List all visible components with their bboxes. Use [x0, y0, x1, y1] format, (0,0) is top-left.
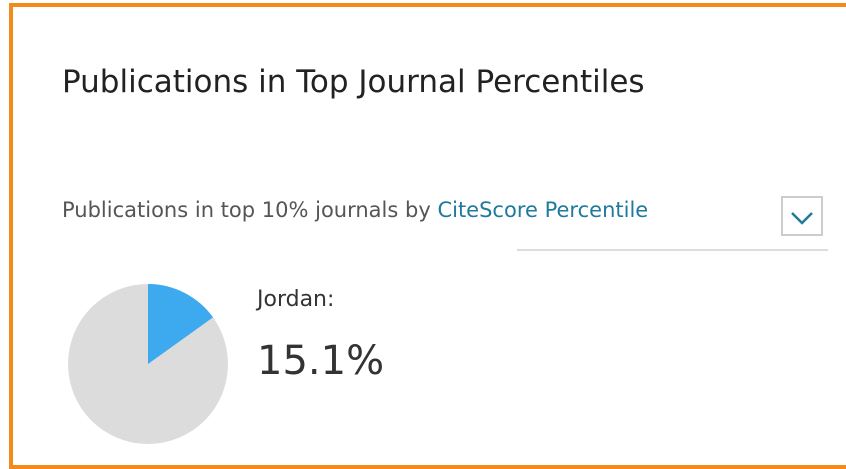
- dropdown-button[interactable]: [781, 196, 823, 236]
- dropdown-underline: [517, 249, 828, 251]
- pie-chart: [68, 284, 228, 444]
- filter-prefix: Publications in top 10% journals by: [62, 198, 431, 222]
- pie-slice: [148, 284, 214, 364]
- pie-value-label: 15.1%: [257, 338, 385, 384]
- pie-label: Jordan:: [257, 287, 335, 312]
- card-title: Publications in Top Journal Percentiles: [62, 64, 645, 100]
- chevron: [791, 212, 813, 225]
- filter-link[interactable]: CiteScore Percentile: [437, 198, 649, 222]
- card: [9, 3, 846, 469]
- filter-text: Publications in top 10% journals by Cite…: [62, 198, 648, 222]
